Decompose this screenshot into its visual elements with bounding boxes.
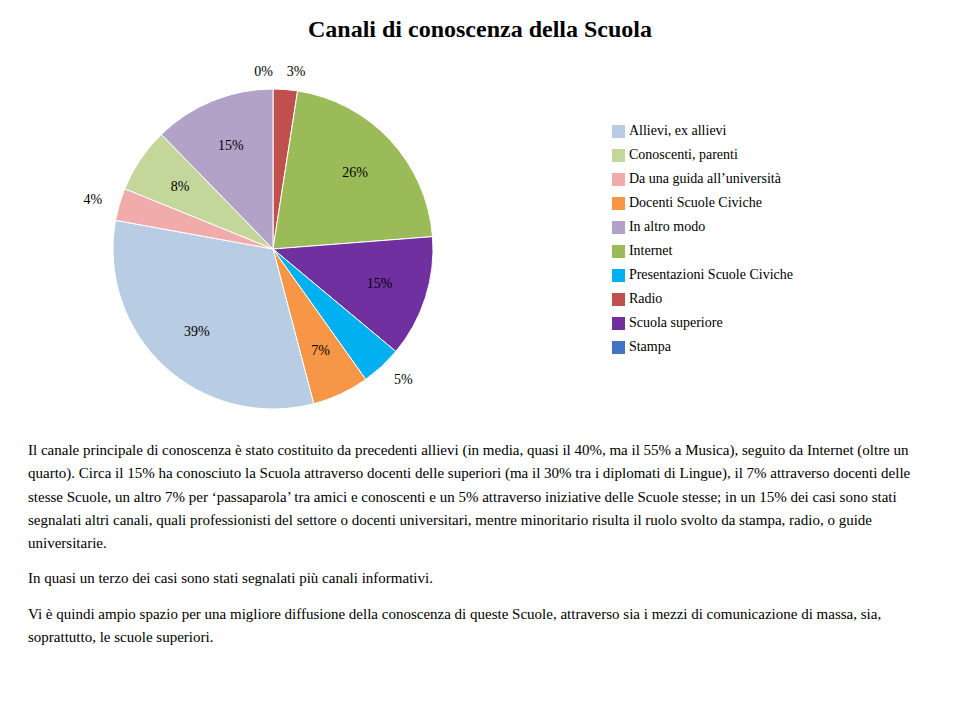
html-text:In quasi un terzo dei casi son: In quasi un terzo dei casi sono stati se… bbox=[28, 570, 433, 587]
html-text:Radio: Radio bbox=[628, 291, 663, 306]
svg-text:0%: 0% bbox=[254, 64, 273, 79]
html-text:In altro modo: In altro modo bbox=[628, 219, 706, 234]
html-text:Presentazioni Scuole Civiche: Presentazioni Scuole Civiche bbox=[628, 267, 793, 282]
svg-text:39%: 39% bbox=[184, 324, 210, 339]
html-text:Da una guida all’università: Da una guida all’università bbox=[628, 171, 781, 186]
svg-text:3%: 3% bbox=[287, 64, 306, 79]
svg-text:8%: 8% bbox=[171, 179, 190, 194]
html-text:Il canale principale di conosc: Il canale principale di conoscenza è sta… bbox=[28, 442, 911, 551]
html-text:Internet: Internet bbox=[628, 243, 673, 258]
html-text:Stampa: Stampa bbox=[628, 339, 671, 354]
html-text:Vi è quindi ampio spazio per u: Vi è quindi ampio spazio per una miglior… bbox=[28, 605, 882, 645]
svg-text:26%: 26% bbox=[342, 165, 368, 180]
svg-text:4%: 4% bbox=[83, 192, 102, 207]
svg-text:15%: 15% bbox=[218, 138, 244, 153]
html-text:Docenti Scuole Civiche: Docenti Scuole Civiche bbox=[628, 195, 762, 210]
html-text:Scuola superiore: Scuola superiore bbox=[628, 315, 723, 330]
html-text:Canali di conoscenza della Scu: Canali di conoscenza della Scuola bbox=[308, 16, 652, 42]
svg-text:7%: 7% bbox=[311, 343, 330, 358]
html-text:Conoscenti, parenti: Conoscenti, parenti bbox=[628, 147, 738, 162]
svg-text:15%: 15% bbox=[367, 276, 393, 291]
svg-text:5%: 5% bbox=[394, 372, 413, 387]
html-text:Allievi, ex allievi: Allievi, ex allievi bbox=[628, 123, 727, 138]
